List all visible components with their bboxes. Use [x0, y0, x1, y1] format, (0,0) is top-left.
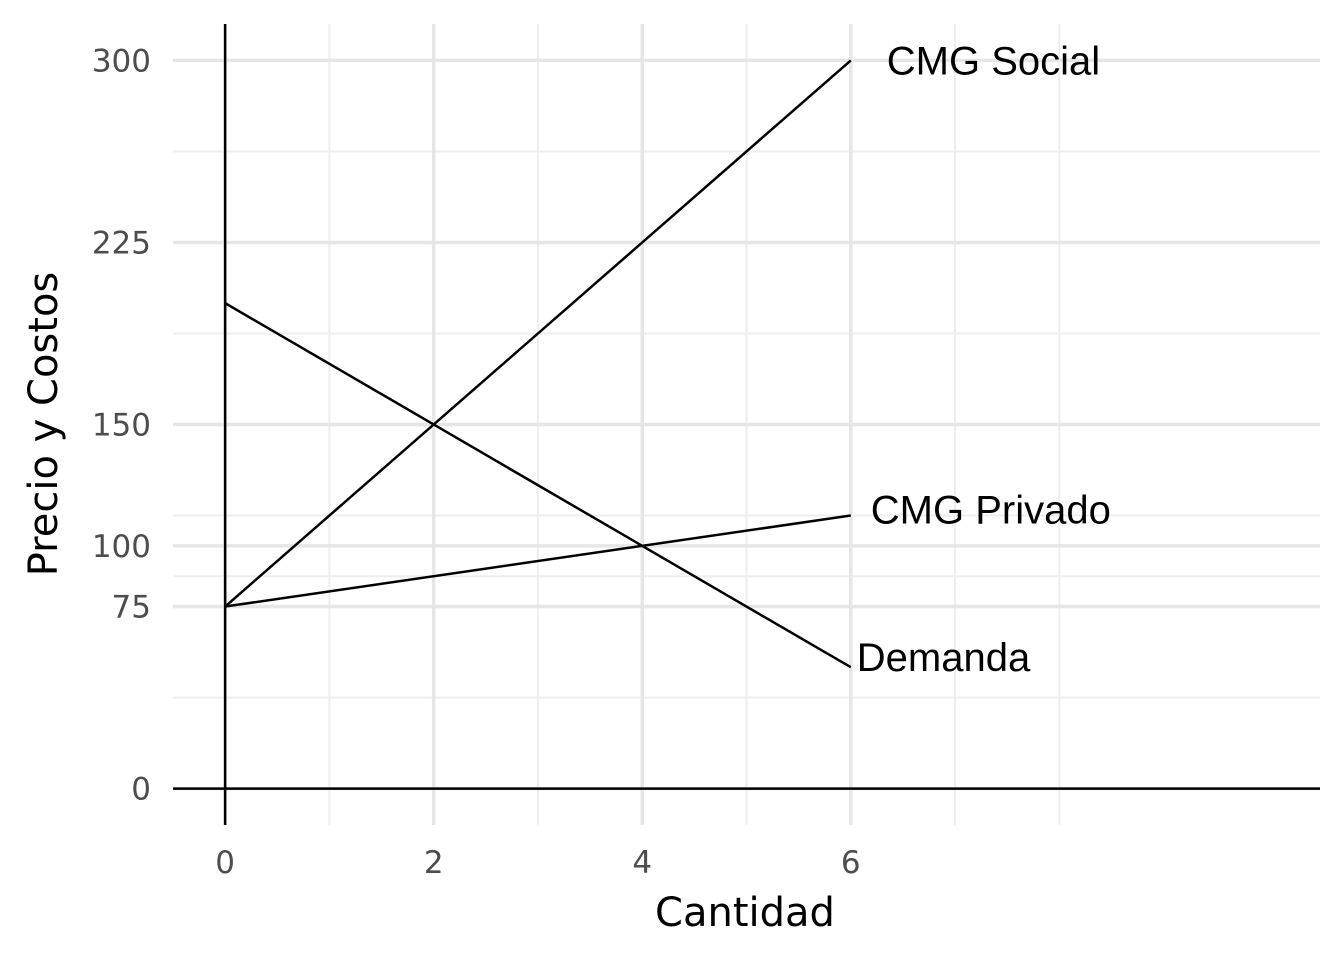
y-tick-label: 150: [92, 408, 151, 444]
x-tick-label: 4: [632, 845, 652, 881]
x-axis-title: Cantidad: [655, 890, 835, 936]
x-tick-label: 0: [215, 845, 235, 881]
x-tick-label: 6: [841, 845, 861, 881]
y-tick-label: 100: [92, 529, 151, 565]
x-tick-label: 2: [424, 845, 444, 881]
series-line-1: [224, 59, 852, 608]
series-label: CMG Social: [887, 39, 1100, 83]
series-label: CMG Privado: [871, 489, 1111, 533]
tick-labels: 0 2 4 6 0 75 100 150 225 300: [92, 43, 861, 881]
y-tick-label: 75: [112, 590, 151, 626]
axes: [173, 24, 1320, 825]
y-tick-label: 225: [92, 225, 151, 261]
series-line-3: [224, 302, 852, 669]
series-lines: [224, 59, 852, 669]
y-tick-label: 0: [131, 772, 151, 808]
y-axis-title: Precio y Costos: [21, 272, 67, 577]
series-labels: CMG Social CMG Privado Demanda: [857, 39, 1111, 680]
series-label: Demanda: [857, 636, 1031, 680]
series-line-2: [224, 514, 851, 608]
y-tick-label: 300: [92, 43, 151, 79]
